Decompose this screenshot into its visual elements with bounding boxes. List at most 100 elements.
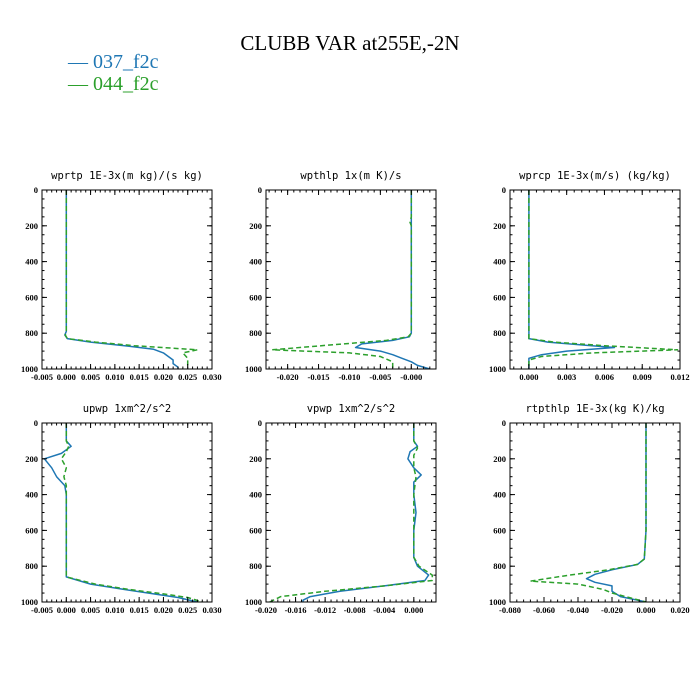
y-tick-label: 0 [258,418,262,428]
series-line-037-f2c [354,190,431,369]
y-tick-label: 400 [249,257,262,267]
y-tick-label: 400 [493,490,506,500]
y-tick-label: 1000 [489,597,506,607]
y-tick-label: 1000 [21,597,38,607]
panel-6: rtpthlp 1E-3x(kg K)/kg -0.080 -0.060 -0.040… [489,403,690,615]
y-tick-label: 200 [493,454,506,464]
x-tick-label: -0.005 [31,605,53,615]
x-tick-label: 0.025 [178,372,197,382]
y-tick-label: 400 [25,490,38,500]
x-tick-label: 0.006 [595,372,614,382]
y-tick-label: 600 [25,292,38,302]
x-tick-label: 0.025 [178,605,197,615]
plot-frame [265,422,437,603]
y-tick-label: 600 [493,525,506,535]
y-tick-label: 200 [493,221,506,231]
y-tick-label: 0 [34,418,38,428]
series-line-044-f2c [60,423,203,602]
y-tick-label: 200 [249,454,262,464]
series-line-037-f2c [64,190,179,369]
x-tick-label: 0.020 [670,605,689,615]
panels-group: wprtp 1E-3x(m kg)/(s kg) -0.005 0.000 0.005… [21,170,690,615]
y-tick-label: 600 [249,292,262,302]
y-tick-label: 800 [493,561,506,571]
y-tick-label: 400 [249,490,262,500]
series-line-037-f2c [302,423,430,602]
y-tick-label: 400 [25,257,38,267]
x-tick-label: 0.010 [105,605,124,615]
x-tick-label: 0.003 [557,372,576,382]
panel-2: wpthlp 1x(m K)/s -0.020 -0.015 -0.010 -0.005… [245,170,437,382]
y-tick-label: 800 [25,328,38,338]
series-line-044-f2c [64,190,199,369]
series-line-044-f2c [528,190,679,369]
y-tick-label: 1000 [489,364,506,374]
x-tick-label: -0.000 [400,372,422,382]
x-tick-label: 0.015 [130,605,149,615]
x-tick-label: -0.005 [369,372,391,382]
y-tick-label: 800 [249,328,262,338]
x-tick-label: 0.005 [81,605,100,615]
y-tick-label: 800 [493,328,506,338]
y-tick-label: 200 [25,454,38,464]
y-tick-label: 200 [25,221,38,231]
x-tick-label: -0.020 [255,605,277,615]
plot-frame [509,189,681,370]
series-line-037-f2c [585,423,647,602]
panel-3: wprcp 1E-3x(m/s) (kg/kg) 0.000 0.003 0.006 0… [489,170,690,382]
plot-frame [41,189,213,370]
x-tick-label: 0.030 [202,605,221,615]
y-tick-label: 600 [25,525,38,535]
plot-frame [265,189,437,370]
x-tick-label: -0.060 [533,605,555,615]
x-tick-label: 0.000 [636,605,655,615]
x-tick-label: -0.012 [314,605,336,615]
series-line-044-f2c [529,423,647,602]
x-tick-label: -0.020 [277,372,299,382]
panel-5: vpwp 1xm^2/s^2 -0.020 -0.016 -0.012 -0.008 -0… [245,403,437,615]
y-tick-label: 1000 [245,597,262,607]
y-tick-label: 0 [258,185,262,195]
y-tick-label: 800 [25,561,38,571]
panel-4: upwp 1xm^2/s^2 -0.005 0.000 0.005 0.010 0.015… [21,403,222,615]
y-tick-label: 0 [502,185,506,195]
x-tick-label: 0.000 [57,372,76,382]
x-tick-label: -0.040 [567,605,589,615]
x-tick-label: -0.008 [344,605,366,615]
panel-1: wprtp 1E-3x(m kg)/(s kg) -0.005 0.000 0.005… [21,170,222,382]
y-tick-label: 600 [249,525,262,535]
y-tick-label: 600 [493,292,506,302]
x-tick-label: -0.080 [499,605,521,615]
legend-entry-044-f2c: — 044_f2c [67,73,159,95]
plot-frame [509,422,681,603]
x-tick-label: -0.015 [308,372,330,382]
series-line-037-f2c [528,190,616,369]
y-tick-label: 0 [502,418,506,428]
x-tick-label: -0.005 [31,372,53,382]
x-tick-label: 0.000 [404,605,423,615]
y-tick-label: 1000 [21,364,38,374]
x-tick-label: -0.004 [373,605,396,615]
figure-title: CLUBB VAR at255E,-2N [240,31,459,55]
x-tick-label: 0.020 [154,605,173,615]
x-tick-label: 0.012 [670,372,689,382]
x-tick-label: 0.020 [154,372,173,382]
x-tick-label: 0.000 [57,605,76,615]
x-tick-label: 0.015 [130,372,149,382]
panel-title: wprtp 1E-3x(m kg)/(s kg) [51,170,203,182]
panel-title: wprcp 1E-3x(m/s) (kg/kg) [519,170,671,182]
panel-title: wpthlp 1x(m K)/s [300,170,401,182]
x-tick-label: -0.010 [338,372,360,382]
x-tick-label: -0.016 [285,605,307,615]
x-tick-label: 0.000 [519,372,538,382]
y-tick-label: 0 [34,185,38,195]
x-tick-label: 0.030 [202,372,221,382]
y-tick-label: 400 [493,257,506,267]
y-tick-label: 800 [249,561,262,571]
x-tick-label: -0.020 [601,605,623,615]
x-tick-label: 0.010 [105,372,124,382]
y-tick-label: 200 [249,221,262,231]
panel-title: rtpthlp 1E-3x(kg K)/kg [525,403,664,415]
panel-title: upwp 1xm^2/s^2 [83,403,172,415]
